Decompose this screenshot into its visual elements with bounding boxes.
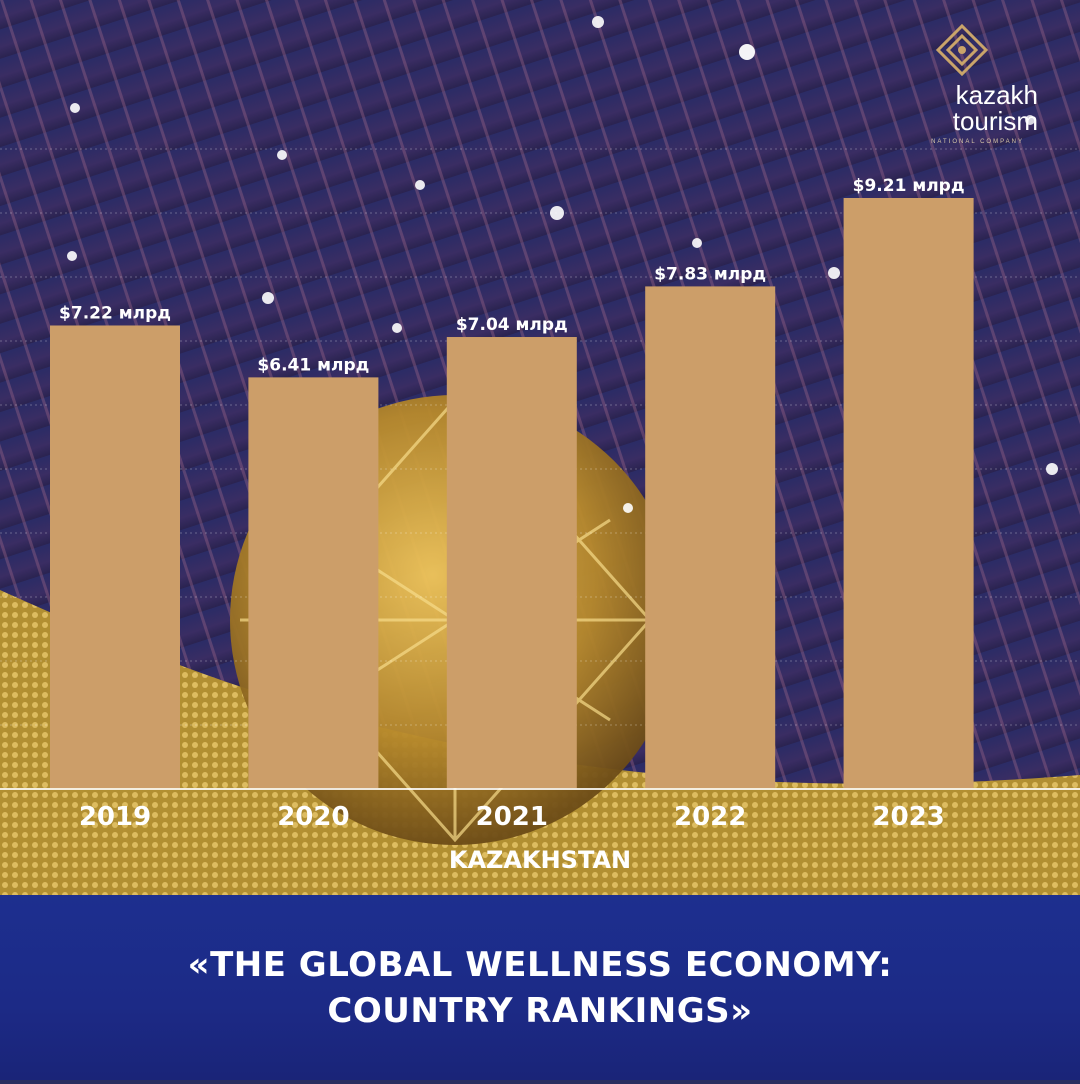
ornament-icon <box>935 23 989 77</box>
bar-2020 <box>248 377 379 788</box>
bar-chart: $7.22 млрд $6.41 млрд $7.04 млрд $7.83 млрд… <box>0 148 1080 874</box>
tick-label-2023: 2023 <box>872 802 944 832</box>
value-labels: $7.22 млрд $6.41 млрд $7.04 млрд $7.83 млрд… <box>59 176 965 375</box>
bars <box>50 198 974 788</box>
brand-name-line1: kazakh <box>955 80 1038 110</box>
footer-title-line2: COUNTRY RANKINGS» <box>327 990 753 1031</box>
brand-logo: kazakh tourism NATIONAL COMPANY <box>882 22 1042 145</box>
value-label-2020: $6.41 млрд <box>257 355 369 375</box>
value-label-2019: $7.22 млрд <box>59 303 171 323</box>
bar-2023 <box>843 198 974 788</box>
brand-subtitle: NATIONAL COMPANY <box>931 139 1024 145</box>
tick-label-2022: 2022 <box>674 802 746 832</box>
value-label-2021: $7.04 млрд <box>456 315 568 335</box>
tick-label-2021: 2021 <box>476 802 548 832</box>
footer-banner: «THE GLOBAL WELLNESS ECONOMY: COUNTRY RA… <box>0 895 1080 1080</box>
tick-label-2019: 2019 <box>79 802 151 832</box>
tick-label-2020: 2020 <box>277 802 349 832</box>
value-label-2022: $7.83 млрд <box>654 264 766 284</box>
bar-2019 <box>50 325 180 788</box>
brand-name-line2: tourism <box>952 106 1038 136</box>
value-label-2023: $9.21 млрд <box>853 176 965 196</box>
x-axis-label: KAZAKHSTAN <box>449 846 631 874</box>
brand-name: kazakh tourism <box>882 82 1042 134</box>
bar-2021 <box>446 337 577 788</box>
footer-title-line1: «THE GLOBAL WELLNESS ECONOMY: <box>187 944 893 985</box>
x-tick-labels: 2019 2020 2021 2022 2023 <box>79 802 945 832</box>
bar-2022 <box>645 286 776 788</box>
